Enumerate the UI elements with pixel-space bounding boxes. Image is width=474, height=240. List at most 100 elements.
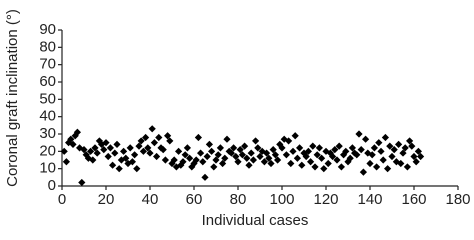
point xyxy=(245,161,253,169)
point xyxy=(131,151,139,159)
point xyxy=(122,154,130,162)
point xyxy=(243,154,251,162)
point xyxy=(263,149,271,157)
point xyxy=(249,156,257,164)
point xyxy=(364,149,372,157)
point xyxy=(304,147,312,155)
point xyxy=(320,165,328,173)
point xyxy=(73,128,81,136)
point xyxy=(395,140,403,148)
point xyxy=(128,158,136,166)
point xyxy=(403,163,411,171)
point xyxy=(381,133,389,142)
point xyxy=(315,144,323,152)
point xyxy=(100,146,108,154)
point xyxy=(236,146,244,154)
point xyxy=(252,137,260,145)
y-tick-label: 30 xyxy=(39,125,56,142)
point xyxy=(62,158,70,166)
point xyxy=(379,156,387,164)
point xyxy=(318,154,326,162)
point xyxy=(269,146,277,154)
point xyxy=(60,147,68,155)
point xyxy=(109,161,117,169)
point xyxy=(408,142,416,150)
point xyxy=(375,139,383,147)
point xyxy=(194,133,202,142)
point xyxy=(238,151,246,159)
point xyxy=(333,156,341,164)
y-tick-label: 90 xyxy=(39,21,56,38)
point xyxy=(205,140,213,148)
point xyxy=(126,144,134,152)
point xyxy=(199,158,207,166)
point xyxy=(271,151,279,159)
point xyxy=(293,154,301,162)
point xyxy=(370,144,378,152)
point xyxy=(285,137,293,145)
point xyxy=(362,135,370,143)
point xyxy=(208,147,216,155)
point xyxy=(91,144,99,152)
point xyxy=(357,146,365,154)
point xyxy=(155,133,163,142)
point xyxy=(159,146,167,154)
chart: Individual cases Coronal graft inclinati… xyxy=(4,9,471,229)
point xyxy=(267,159,275,168)
point xyxy=(346,154,354,162)
point xyxy=(406,137,414,145)
point xyxy=(410,152,418,161)
point xyxy=(302,152,310,161)
x-tick-label: 100 xyxy=(269,191,294,208)
point xyxy=(197,149,205,157)
point xyxy=(351,149,359,157)
point xyxy=(401,144,409,152)
point xyxy=(337,163,345,171)
point xyxy=(148,125,156,133)
point xyxy=(230,144,238,152)
point xyxy=(296,144,304,152)
point xyxy=(227,149,235,157)
point xyxy=(113,140,121,148)
point xyxy=(203,152,211,161)
point xyxy=(276,140,284,148)
point xyxy=(386,142,394,150)
point xyxy=(348,144,356,152)
y-tick-label: 60 xyxy=(39,73,56,90)
point xyxy=(164,132,172,140)
point xyxy=(397,159,405,168)
point xyxy=(210,163,218,171)
y-axis-title: Coronal graft inclination (°) xyxy=(4,9,21,187)
y-tick-label: 10 xyxy=(39,160,56,177)
point xyxy=(186,154,194,162)
point xyxy=(417,152,425,161)
point xyxy=(104,152,112,161)
point xyxy=(111,149,119,157)
point xyxy=(166,137,174,145)
point xyxy=(373,163,381,171)
point xyxy=(232,152,240,161)
point xyxy=(80,146,88,154)
point xyxy=(133,165,141,173)
x-tick-label: 120 xyxy=(313,191,338,208)
point xyxy=(388,152,396,161)
point xyxy=(313,151,321,159)
point xyxy=(175,147,183,155)
point xyxy=(214,151,222,159)
point xyxy=(384,165,392,173)
point xyxy=(181,151,189,159)
point xyxy=(161,156,169,164)
point xyxy=(278,144,286,152)
point xyxy=(67,135,75,143)
point xyxy=(412,158,420,166)
point xyxy=(142,133,150,142)
point xyxy=(355,130,363,138)
point xyxy=(287,159,295,168)
y-tick-label: 40 xyxy=(39,108,56,125)
point xyxy=(311,163,319,171)
point xyxy=(139,147,147,155)
point xyxy=(368,151,376,159)
point xyxy=(69,140,77,148)
point xyxy=(179,158,187,166)
point xyxy=(291,132,299,140)
